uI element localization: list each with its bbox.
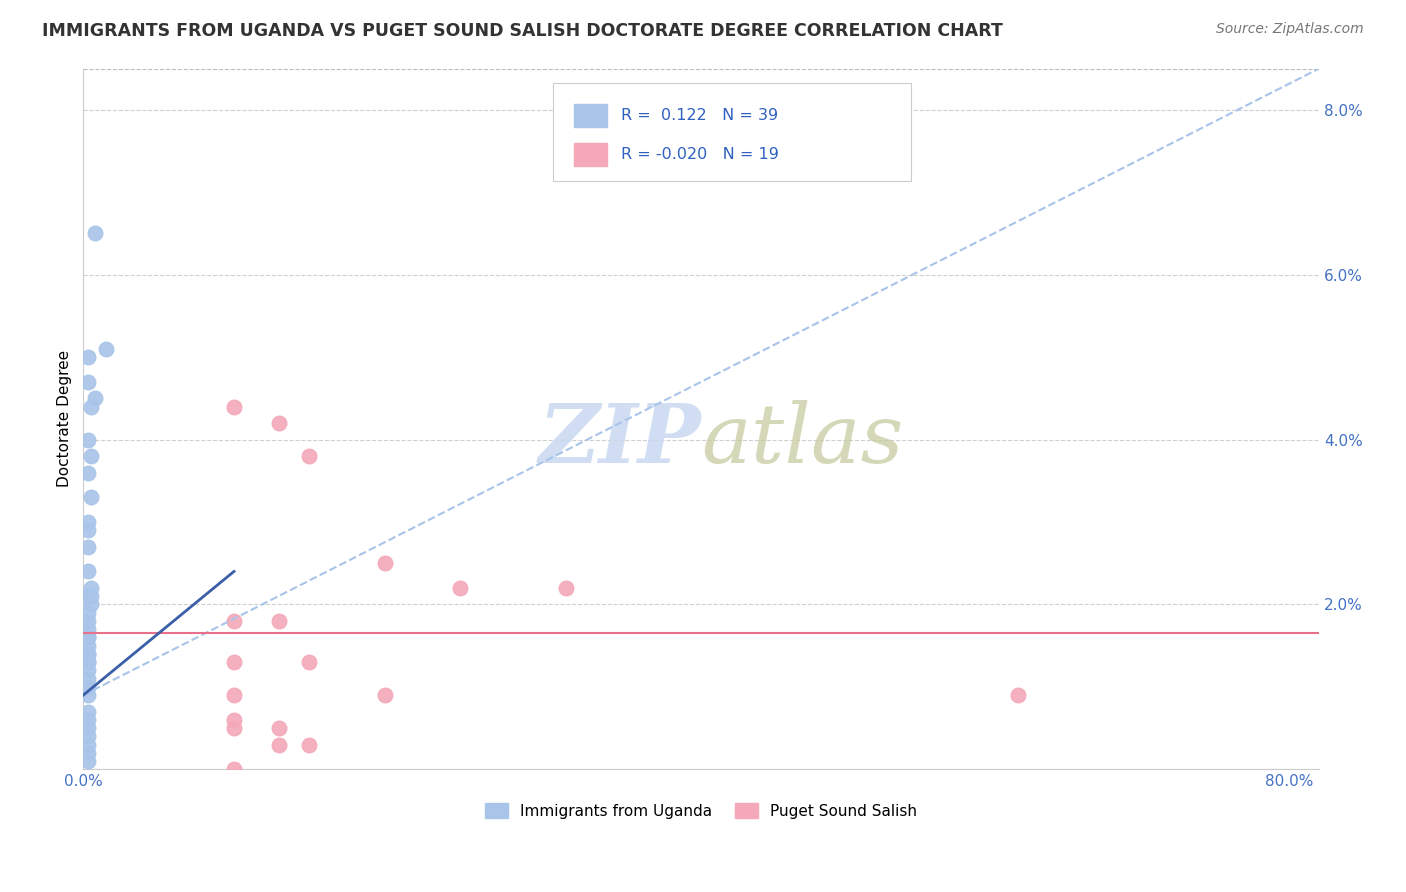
Point (76, 655, 98, 669)
Point (76, 622, 98, 636)
Point (222, 713, 245, 727)
Point (76, 639, 98, 653)
Point (222, 655, 245, 669)
Point (80, 490, 103, 504)
Text: Source: ZipAtlas.com: Source: ZipAtlas.com (1216, 22, 1364, 37)
Point (76, 664, 98, 678)
Point (76, 721, 98, 735)
Point (269, 416, 291, 430)
FancyBboxPatch shape (574, 143, 606, 166)
Point (76, 523, 98, 537)
Point (222, 721, 245, 735)
Point (269, 738, 291, 752)
Point (76, 647, 98, 661)
Point (76, 565, 98, 579)
Point (76, 738, 98, 752)
Text: IMMIGRANTS FROM UGANDA VS PUGET SOUND SALISH DOCTORATE DEGREE CORRELATION CHART: IMMIGRANTS FROM UGANDA VS PUGET SOUND SA… (42, 22, 1002, 40)
Point (80, 400, 103, 414)
Point (76, 375, 98, 389)
Point (76, 350, 98, 364)
Text: ZIP: ZIP (538, 400, 702, 480)
Text: R = -0.020   N = 19: R = -0.020 N = 19 (621, 147, 779, 161)
Point (76, 631, 98, 645)
Y-axis label: Doctorate Degree: Doctorate Degree (58, 351, 72, 487)
Point (76, 433, 98, 447)
Point (298, 449, 321, 463)
Point (76, 515, 98, 529)
Point (76, 655, 98, 669)
Point (298, 655, 321, 669)
Point (269, 614, 291, 628)
Point (76, 713, 98, 727)
Point (374, 556, 396, 570)
Point (222, 688, 245, 702)
Point (554, 581, 576, 595)
Point (76, 606, 98, 620)
FancyBboxPatch shape (574, 103, 606, 127)
Point (76, 688, 98, 702)
FancyBboxPatch shape (553, 83, 911, 181)
Point (84, 392, 107, 406)
Point (76, 466, 98, 480)
Point (222, 614, 245, 628)
Point (76, 647, 98, 661)
Point (76, 680, 98, 694)
Point (222, 762, 245, 776)
Point (76, 614, 98, 628)
Point (80, 598, 103, 612)
Point (298, 738, 321, 752)
Point (76, 754, 98, 768)
Point (76, 746, 98, 760)
Point (449, 581, 471, 595)
Point (80, 449, 103, 463)
Point (76, 729, 98, 743)
Point (80, 581, 103, 595)
Text: R =  0.122   N = 39: R = 0.122 N = 39 (621, 108, 779, 123)
Point (84, 227, 107, 241)
Point (80, 589, 103, 603)
Point (76, 672, 98, 686)
Point (1007, 688, 1029, 702)
Point (76, 589, 98, 603)
Point (374, 688, 396, 702)
Point (76, 705, 98, 719)
Point (222, 400, 245, 414)
Point (94, 342, 117, 356)
Point (76, 540, 98, 554)
Legend: Immigrants from Uganda, Puget Sound Salish: Immigrants from Uganda, Puget Sound Sali… (479, 797, 924, 825)
Text: atlas: atlas (702, 400, 904, 480)
Point (76, 631, 98, 645)
Point (269, 721, 291, 735)
